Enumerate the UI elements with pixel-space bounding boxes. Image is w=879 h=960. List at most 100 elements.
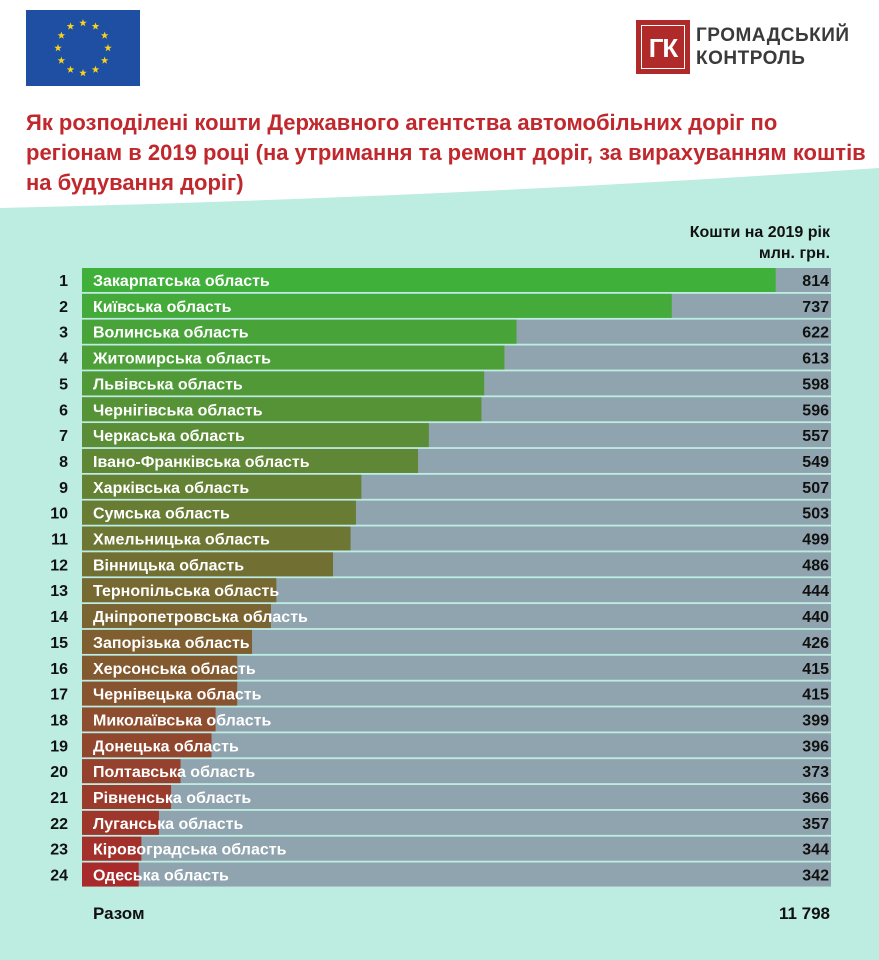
rank-label: 20	[50, 764, 68, 781]
eu-star-icon	[66, 65, 75, 73]
eu-star-icon	[79, 19, 87, 27]
category-label: Сумська область	[93, 506, 230, 523]
category-label: Хмельницька область	[93, 532, 270, 549]
rank-label: 19	[50, 738, 68, 755]
category-label: Житомирська область	[92, 351, 271, 368]
value-label: 557	[802, 428, 829, 445]
bar-track	[82, 836, 831, 861]
category-label: Донецька область	[93, 738, 239, 755]
category-label: Черкаська область	[93, 428, 245, 445]
rank-label: 11	[51, 532, 68, 549]
rank-label: 1	[59, 273, 68, 290]
category-label: Одеська область	[93, 868, 229, 885]
value-label: 357	[802, 816, 829, 833]
category-label: Київська область	[93, 299, 232, 316]
value-label: 426	[802, 635, 829, 652]
rank-label: 21	[50, 790, 68, 807]
bar-track	[82, 810, 831, 835]
rank-label: 3	[59, 325, 68, 342]
category-label: Івано-Франківська область	[93, 454, 310, 471]
bar	[82, 268, 776, 292]
bar	[82, 293, 672, 318]
unit-line-2: млн. грн.	[758, 245, 830, 262]
rank-label: 24	[50, 868, 68, 885]
value-label: 598	[802, 376, 829, 393]
chart-title: Як розподілені кошти Державного агентств…	[26, 110, 866, 195]
bar	[82, 759, 181, 784]
value-label: 622	[802, 325, 829, 342]
logo: ГК ГРОМАДСЬКИЙ КОНТРОЛЬ	[636, 20, 866, 76]
value-label: 549	[802, 454, 829, 471]
rank-label: 16	[50, 661, 68, 678]
total-label: Разом	[93, 904, 145, 923]
rank-label: 13	[50, 583, 68, 600]
rank-label: 5	[59, 376, 68, 393]
value-label: 342	[802, 868, 829, 885]
value-label: 507	[802, 480, 829, 497]
bar	[82, 319, 517, 344]
value-label: 499	[802, 532, 829, 549]
bar-track	[82, 759, 831, 784]
unit-label: Кошти на 2019 рік млн. грн.	[690, 222, 830, 264]
value-label: 440	[802, 609, 829, 626]
eu-star-icon	[66, 22, 75, 30]
rank-label: 12	[50, 557, 68, 574]
rank-label: 15	[50, 635, 68, 652]
rank-label: 18	[50, 712, 68, 729]
value-label: 415	[802, 687, 829, 704]
bar	[82, 836, 142, 861]
bar	[82, 423, 429, 448]
value-label: 596	[802, 402, 829, 419]
value-label: 399	[802, 712, 829, 729]
panel-curve	[0, 168, 879, 228]
logo-text: ГРОМАДСЬКИЙ КОНТРОЛЬ	[696, 24, 850, 70]
rank-label: 22	[50, 816, 68, 833]
category-label: Харківська область	[93, 480, 249, 497]
category-label: Миколаївська область	[93, 712, 271, 729]
value-label: 444	[802, 583, 829, 600]
category-label: Вінницька область	[93, 557, 244, 574]
value-label: 344	[802, 842, 829, 859]
rank-label: 6	[59, 402, 68, 419]
eu-star-icon	[91, 22, 100, 30]
bar	[82, 500, 356, 525]
rank-label: 4	[59, 351, 68, 368]
rank-label: 8	[59, 454, 68, 471]
bar	[82, 397, 482, 422]
rank-label: 7	[59, 428, 68, 445]
header: ГК ГРОМАДСЬКИЙ КОНТРОЛЬ Як розподілені к…	[0, 0, 879, 208]
value-label: 613	[802, 351, 829, 368]
value-label: 486	[802, 557, 829, 574]
bar	[82, 733, 212, 758]
bar	[82, 552, 334, 577]
eu-star-icon	[100, 56, 109, 64]
rank-label: 17	[50, 687, 68, 704]
bar	[82, 345, 505, 370]
category-label: Полтавська область	[93, 764, 255, 781]
category-label: Херсонська область	[93, 661, 256, 678]
bar	[82, 862, 139, 887]
rank-label: 14	[50, 609, 68, 626]
logo-line-2: КОНТРОЛЬ	[696, 48, 806, 69]
bar	[82, 526, 351, 551]
eu-star-icon	[54, 44, 62, 52]
category-label: Кіровоградська область	[93, 842, 287, 859]
category-label: Закарпатська область	[93, 273, 270, 290]
eu-star-icon	[104, 44, 112, 52]
eu-flag-icon	[26, 10, 140, 86]
eu-star-icon	[91, 65, 100, 73]
category-label: Запорізька область	[93, 635, 250, 652]
category-label: Львівська область	[93, 376, 243, 393]
category-label: Дніпропетровська область	[93, 609, 308, 626]
category-label: Чернігівська область	[93, 402, 263, 419]
category-label: Луганська область	[93, 816, 243, 833]
category-label: Рівненська область	[93, 790, 251, 807]
bar	[82, 604, 271, 629]
rank-label: 9	[59, 480, 68, 497]
eu-star-icon	[57, 31, 66, 39]
bar	[82, 707, 216, 732]
bar	[82, 681, 238, 706]
value-label: 366	[802, 790, 829, 807]
bar-track	[82, 862, 831, 887]
